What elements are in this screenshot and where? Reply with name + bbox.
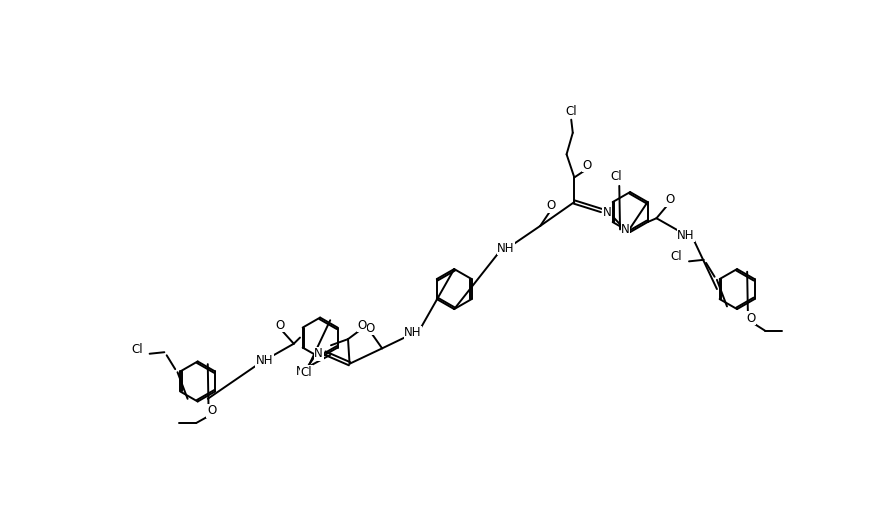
Text: O: O — [357, 319, 366, 332]
Text: O: O — [745, 312, 755, 325]
Text: Cl: Cl — [670, 250, 681, 263]
Text: Cl: Cl — [300, 366, 312, 379]
Text: NH: NH — [676, 229, 694, 241]
Text: Cl: Cl — [131, 343, 143, 356]
Text: N: N — [602, 205, 610, 219]
Text: N: N — [295, 365, 304, 378]
Text: O: O — [275, 319, 284, 332]
Text: N: N — [620, 222, 629, 235]
Text: NH: NH — [497, 242, 514, 255]
Text: O: O — [206, 404, 216, 417]
Text: O: O — [582, 158, 592, 172]
Text: O: O — [365, 322, 374, 335]
Text: O: O — [664, 194, 673, 206]
Text: NH: NH — [404, 327, 422, 340]
Text: Cl: Cl — [564, 105, 577, 118]
Text: N: N — [314, 347, 323, 360]
Text: O: O — [546, 199, 555, 213]
Text: Cl: Cl — [610, 170, 621, 183]
Text: NH: NH — [255, 354, 273, 367]
